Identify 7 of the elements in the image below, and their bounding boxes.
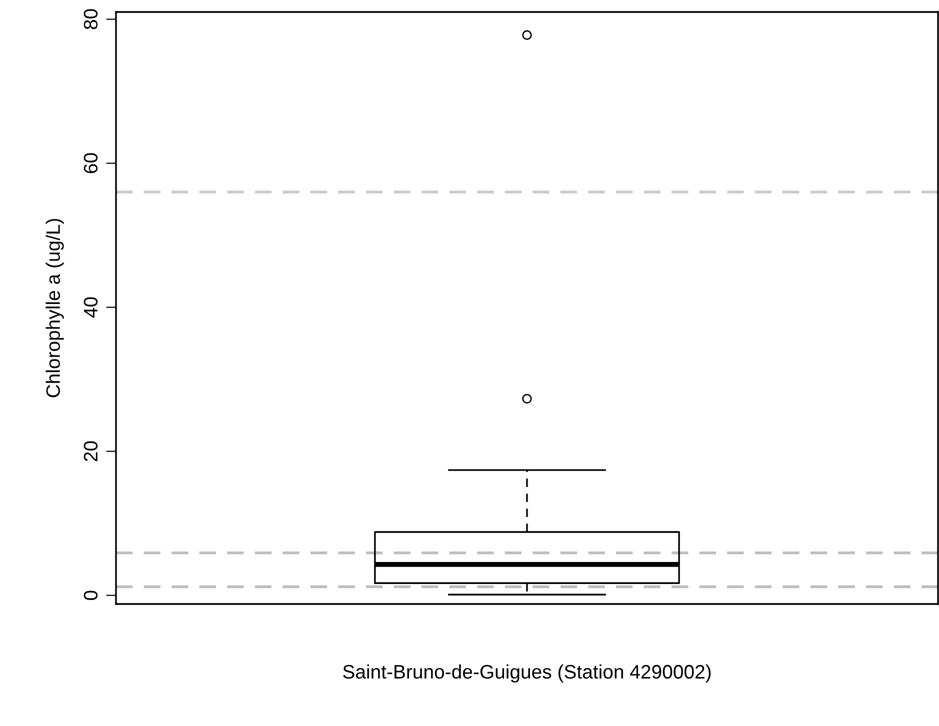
y-tick-label: 80 — [84, 9, 98, 30]
x-axis-title: Saint-Bruno-de-Guigues (Station 4290002) — [343, 664, 711, 683]
y-tick-label: 0 — [84, 590, 98, 600]
y-tick-label: 20 — [84, 441, 98, 462]
y-axis-title: Chlorophylle a (ug/L) — [46, 218, 64, 398]
y-tick-label: 60 — [84, 153, 98, 174]
y-tick-label: 40 — [84, 297, 98, 318]
